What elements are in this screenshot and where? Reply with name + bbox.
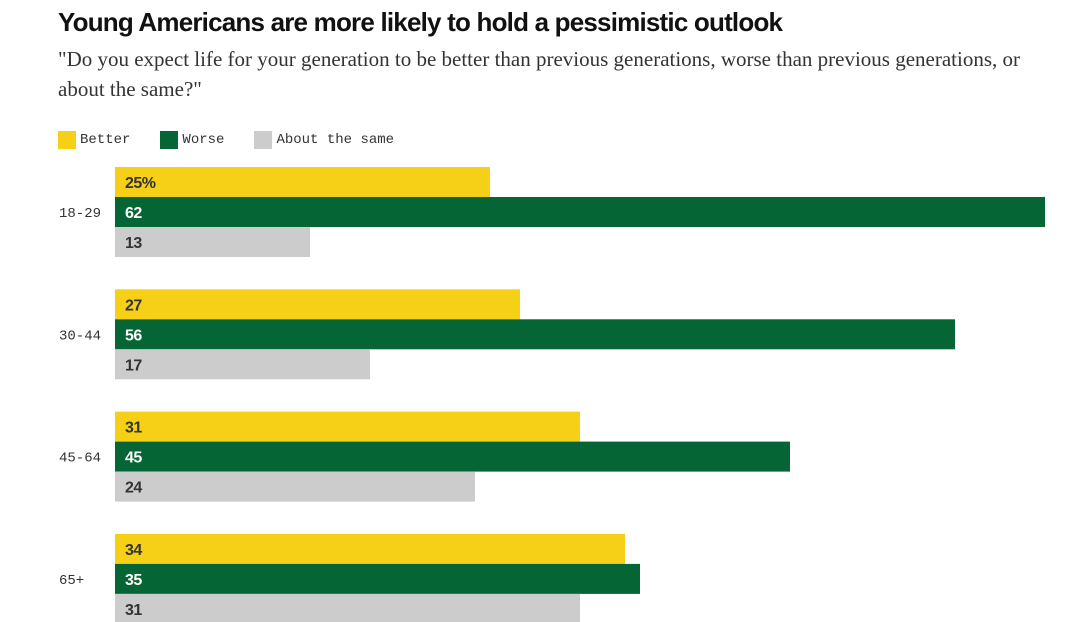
category-label-30-44: 30-44 [59, 328, 101, 344]
bar-label-about-the-same-65+: 31 [125, 602, 142, 619]
bar-better-45-64 [115, 411, 580, 442]
legend-item-worse: Worse [160, 131, 224, 149]
legend-swatch-worse [160, 131, 179, 149]
bar-label-worse-30-44: 56 [125, 327, 142, 344]
bar-about-the-same-18-29 [115, 227, 310, 257]
category-label-65+: 65+ [59, 573, 84, 589]
bar-about-the-same-65+ [115, 593, 580, 622]
bar-better-65+ [115, 533, 625, 564]
bar-label-about-the-same-18-29: 13 [125, 235, 142, 252]
bar-about-the-same-45-64 [115, 471, 475, 502]
bar-worse-45-64 [115, 441, 790, 472]
bar-label-about-the-same-45-64: 24 [125, 480, 142, 497]
chart-subtitle: "Do you expect life for your generation … [58, 47, 1021, 101]
legend: Better Worse About the same [58, 131, 424, 149]
bar-better-30-44 [115, 289, 520, 320]
category-label-18-29: 18-29 [59, 206, 101, 222]
bar-about-the-same-30-44 [115, 349, 370, 380]
bar-label-worse-45-64: 45 [125, 450, 142, 467]
category-label-45-64: 45-64 [59, 451, 101, 467]
bar-label-better-30-44: 27 [125, 297, 142, 314]
legend-swatch-about-the-same [254, 131, 273, 149]
legend-swatch-better [58, 131, 76, 149]
legend-label-better: Better [80, 132, 131, 148]
bar-better-18-29 [115, 167, 490, 197]
legend-label-about-the-same: About the same [276, 132, 395, 148]
bar-label-better-65+: 34 [125, 542, 142, 559]
legend-item-better: Better [58, 131, 130, 149]
bar-worse-30-44 [115, 319, 955, 350]
legend-item-about-the-same: About the same [254, 131, 394, 149]
bar-worse-65+ [115, 563, 640, 594]
bar-label-better-18-29: 25% [125, 175, 156, 192]
bar-label-worse-18-29: 62 [125, 205, 142, 222]
bar-label-worse-65+: 35 [125, 572, 142, 589]
chart-title: Young Americans are more likely to hold … [58, 7, 783, 37]
legend-label-worse: Worse [182, 132, 225, 148]
bar-label-better-45-64: 31 [125, 420, 142, 437]
bar-worse-18-29 [115, 197, 1045, 227]
bar-label-about-the-same-30-44: 17 [125, 357, 142, 374]
